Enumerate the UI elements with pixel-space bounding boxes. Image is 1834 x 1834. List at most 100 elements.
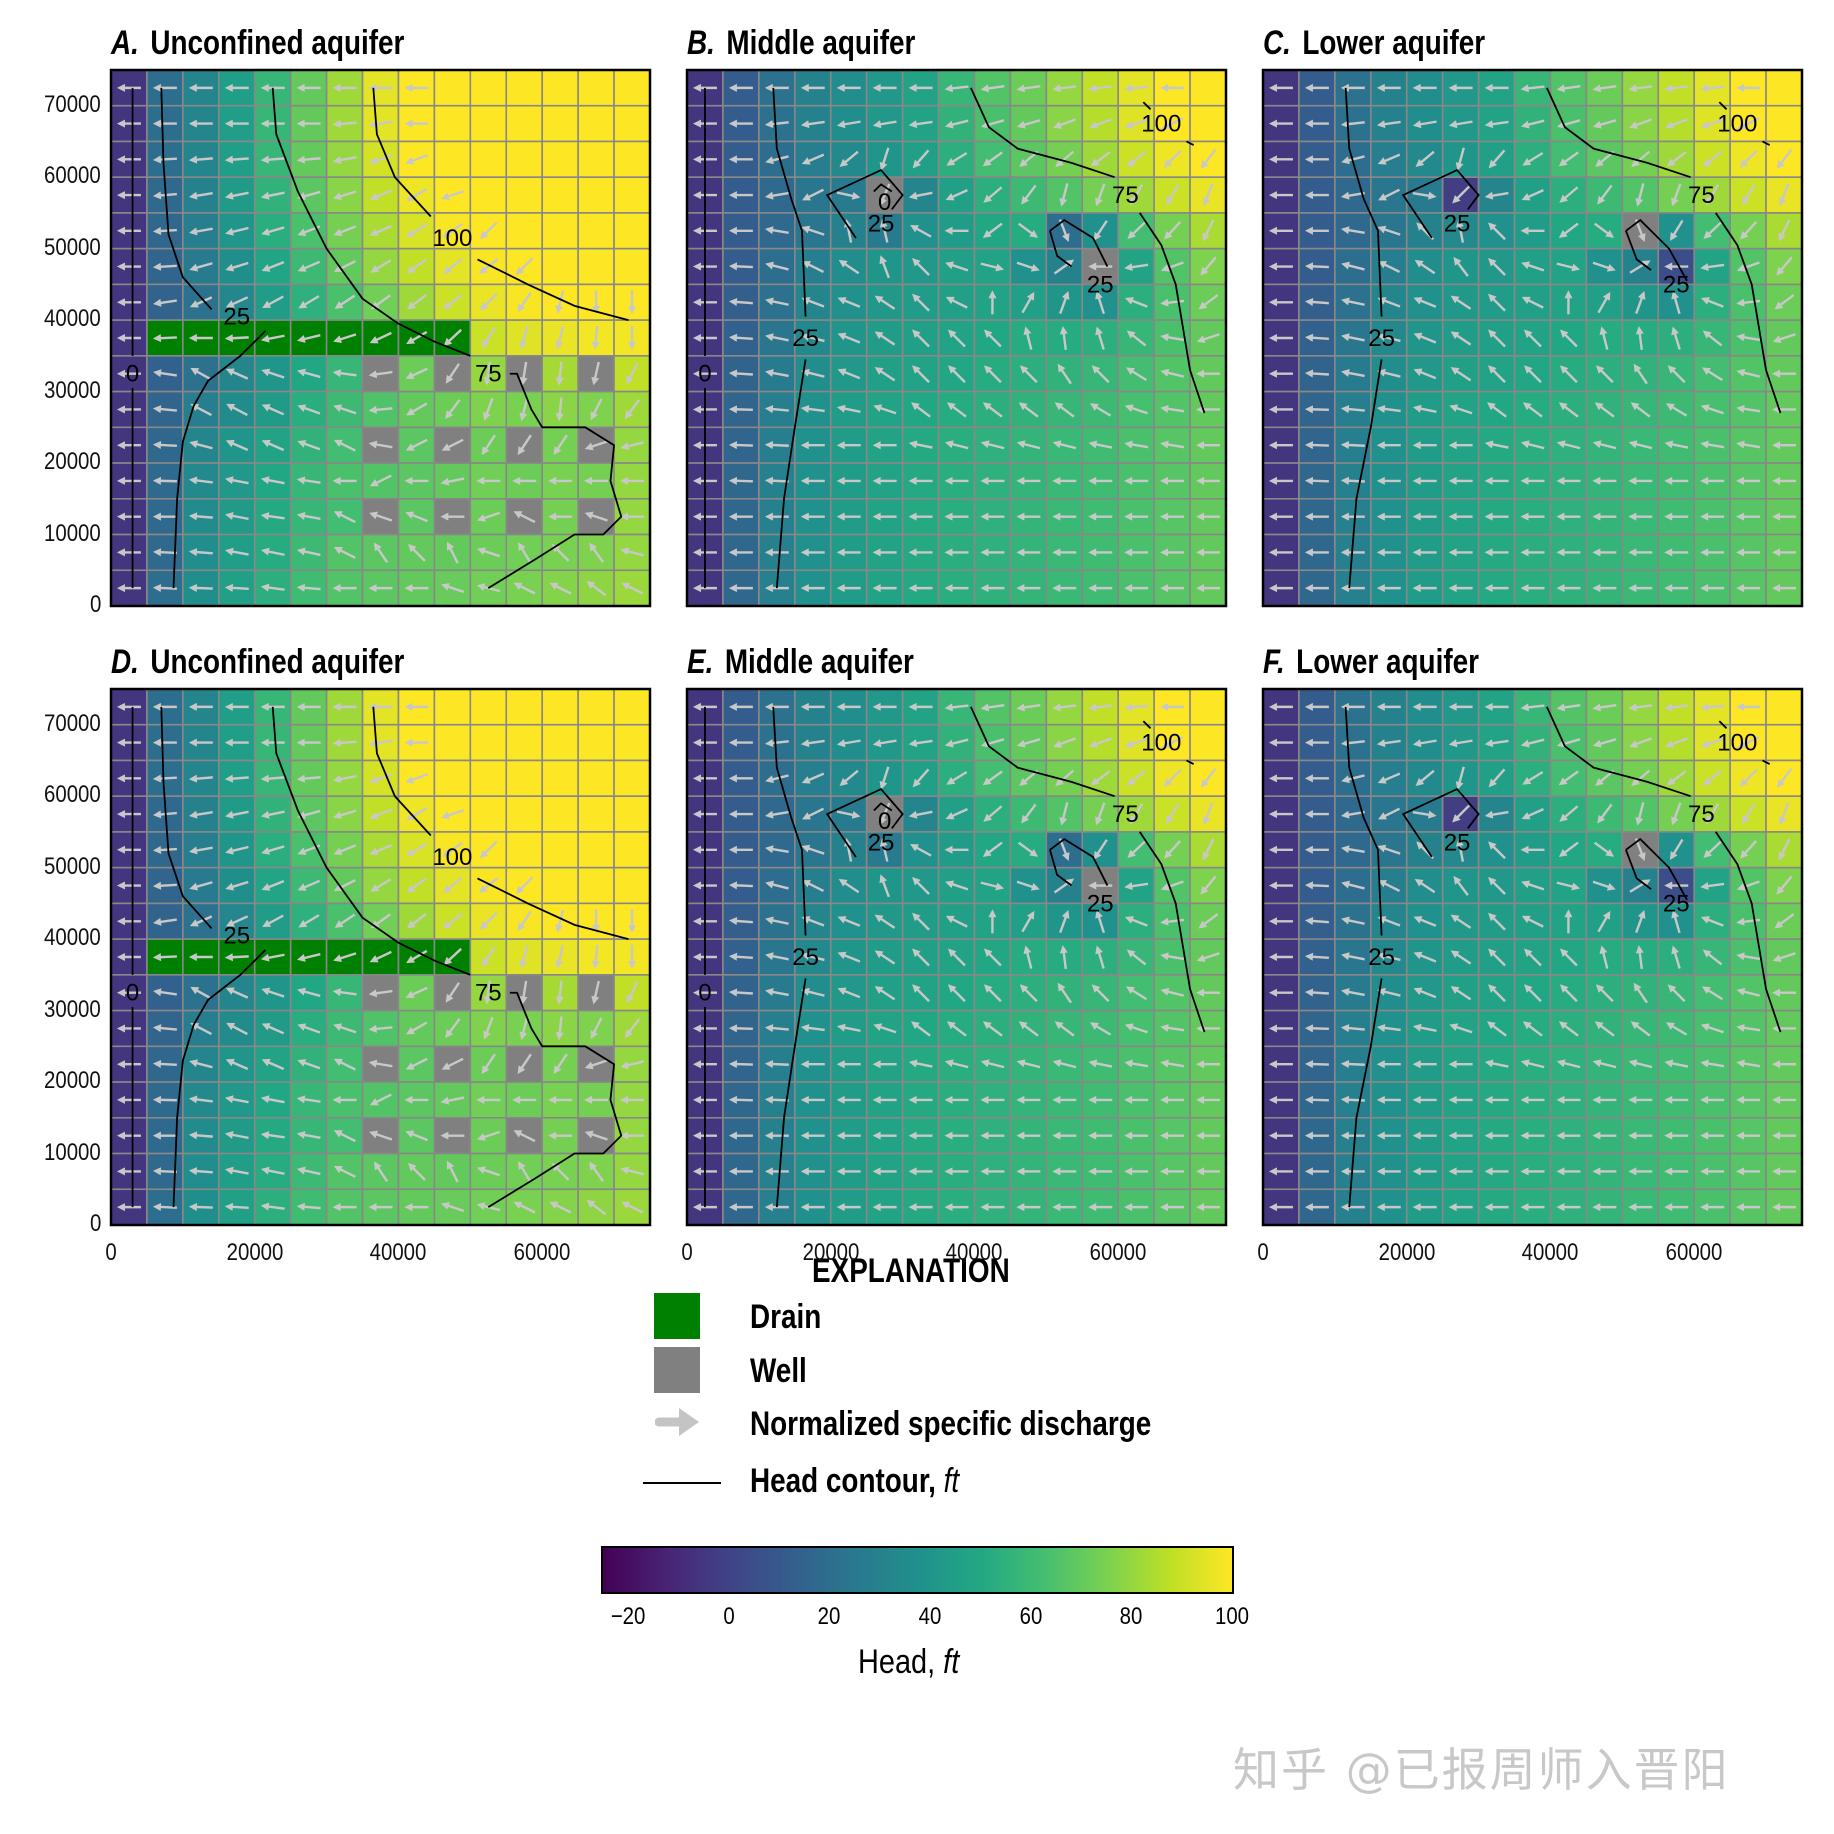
panel-C: 25 25 25 75 100 — [1261, 68, 1804, 608]
grid-cell — [469, 795, 508, 833]
discharge-arrow-icon — [1597, 184, 1613, 205]
discharge-arrow-icon — [296, 334, 321, 343]
head-contour-75 — [1715, 212, 1782, 414]
discharge-arrow-icon — [1736, 298, 1761, 307]
discharge-arrow-icon — [1412, 404, 1437, 413]
discharge-arrow-icon — [260, 155, 285, 164]
panel-letter: C. — [1263, 24, 1291, 62]
discharge-arrow-icon — [1016, 476, 1041, 485]
grid-cell — [1765, 69, 1803, 107]
discharge-arrow-icon — [1130, 184, 1144, 206]
discharge-arrow-icon — [1448, 120, 1473, 129]
discharge-arrow-icon — [836, 83, 861, 92]
discharge-arrow-icon — [224, 583, 249, 592]
discharge-arrow-icon — [836, 512, 861, 521]
discharge-arrow-icon — [188, 155, 213, 164]
discharge-arrow-icon — [1376, 120, 1401, 129]
discharge-arrow-icon — [332, 156, 357, 164]
discharge-arrow-icon — [152, 262, 177, 271]
colorbar-tick-label: 20 — [818, 1603, 841, 1630]
discharge-arrow-icon — [1268, 584, 1293, 593]
discharge-arrow-icon — [1450, 331, 1472, 346]
discharge-arrow-icon — [224, 155, 249, 164]
discharge-arrow-icon — [1340, 405, 1365, 414]
discharge-arrow-icon — [519, 326, 529, 350]
grid-cell — [1081, 390, 1120, 429]
contour-label: 25 — [223, 304, 250, 331]
grid-cell — [505, 831, 543, 869]
discharge-arrow-icon — [260, 191, 285, 200]
discharge-arrow-icon — [1559, 365, 1578, 384]
discharge-arrow-icon — [1161, 117, 1184, 129]
discharge-arrow-icon — [872, 441, 897, 450]
discharge-arrow-icon — [692, 441, 717, 450]
grid-cell — [1477, 390, 1516, 429]
contour-label: 100 — [1141, 111, 1181, 138]
discharge-arrow-icon — [1163, 221, 1182, 240]
discharge-arrow-icon — [1202, 183, 1214, 207]
discharge-arrow-icon — [1488, 149, 1506, 169]
discharge-arrow-icon — [116, 548, 141, 557]
colorbar-tick-label: −20 — [610, 1603, 646, 1630]
panel-title-text: Middle aquifer — [724, 643, 914, 681]
discharge-arrow-icon — [406, 223, 428, 237]
discharge-arrow-icon — [1304, 333, 1329, 342]
discharge-arrow-icon — [296, 83, 321, 92]
discharge-arrow-icon — [1664, 476, 1689, 485]
discharge-arrow-icon — [153, 369, 177, 378]
grid-cell — [577, 69, 615, 107]
contour-label: 75 — [475, 361, 502, 388]
discharge-arrow-icon — [517, 434, 532, 456]
grid-cell — [577, 866, 615, 905]
grid-cell — [469, 723, 508, 762]
contour-label: 0 — [878, 808, 891, 835]
grid-cell — [1729, 176, 1767, 214]
discharge-arrow-icon — [260, 547, 285, 556]
discharge-arrow-icon — [1628, 440, 1653, 450]
discharge-arrow-icon — [261, 261, 285, 272]
discharge-arrow-icon — [1160, 440, 1185, 449]
panel-letter: B. — [687, 24, 715, 62]
discharge-arrow-icon — [1665, 403, 1688, 417]
discharge-arrow-icon — [584, 476, 609, 485]
discharge-arrow-icon — [1772, 333, 1796, 344]
panel-title-B: B. Middle aquifer — [687, 24, 915, 63]
y-tick-label: 30000 — [44, 995, 101, 1023]
discharge-arrow-icon — [1706, 184, 1720, 206]
y-tick-label: 60000 — [44, 781, 101, 809]
discharge-arrow-icon — [189, 262, 213, 272]
discharge-arrow-icon — [945, 296, 968, 309]
grid-cell — [1045, 426, 1084, 464]
discharge-arrow-icon — [584, 440, 608, 451]
discharge-arrow-icon — [116, 119, 141, 128]
discharge-arrow-icon — [479, 292, 498, 311]
discharge-arrow-icon — [1124, 512, 1149, 521]
head-contour-25 — [1625, 230, 1652, 271]
discharge-arrow-icon — [765, 333, 789, 342]
discharge-arrow-icon — [1160, 83, 1185, 92]
discharge-arrow-icon — [1484, 512, 1509, 521]
discharge-arrow-icon — [872, 120, 897, 129]
y-tick-label: 20000 — [44, 448, 101, 476]
discharge-arrow-icon — [1556, 476, 1581, 485]
discharge-arrow-icon — [404, 83, 429, 92]
discharge-arrow-icon — [332, 119, 357, 128]
discharge-arrow-icon — [1052, 476, 1077, 485]
discharge-arrow-icon — [1664, 584, 1689, 593]
discharge-arrow-icon — [548, 476, 573, 485]
discharge-arrow-icon — [1556, 548, 1581, 557]
panel-title-A: A. Unconfined aquifer — [111, 24, 404, 63]
discharge-arrow-icon — [548, 512, 573, 521]
y-tick-label: 10000 — [44, 1138, 101, 1166]
discharge-arrow-icon — [1124, 404, 1148, 415]
grid-cell — [613, 795, 651, 833]
discharge-arrow-icon — [189, 227, 213, 236]
discharge-arrow-icon — [1057, 363, 1072, 385]
discharge-arrow-icon — [1700, 512, 1725, 521]
discharge-arrow-icon — [1449, 404, 1473, 415]
discharge-arrow-icon — [407, 543, 426, 562]
discharge-arrow-icon — [728, 226, 753, 235]
discharge-arrow-icon — [1736, 368, 1761, 378]
discharge-arrow-icon — [1559, 329, 1578, 348]
discharge-arrow-icon — [1304, 155, 1329, 164]
